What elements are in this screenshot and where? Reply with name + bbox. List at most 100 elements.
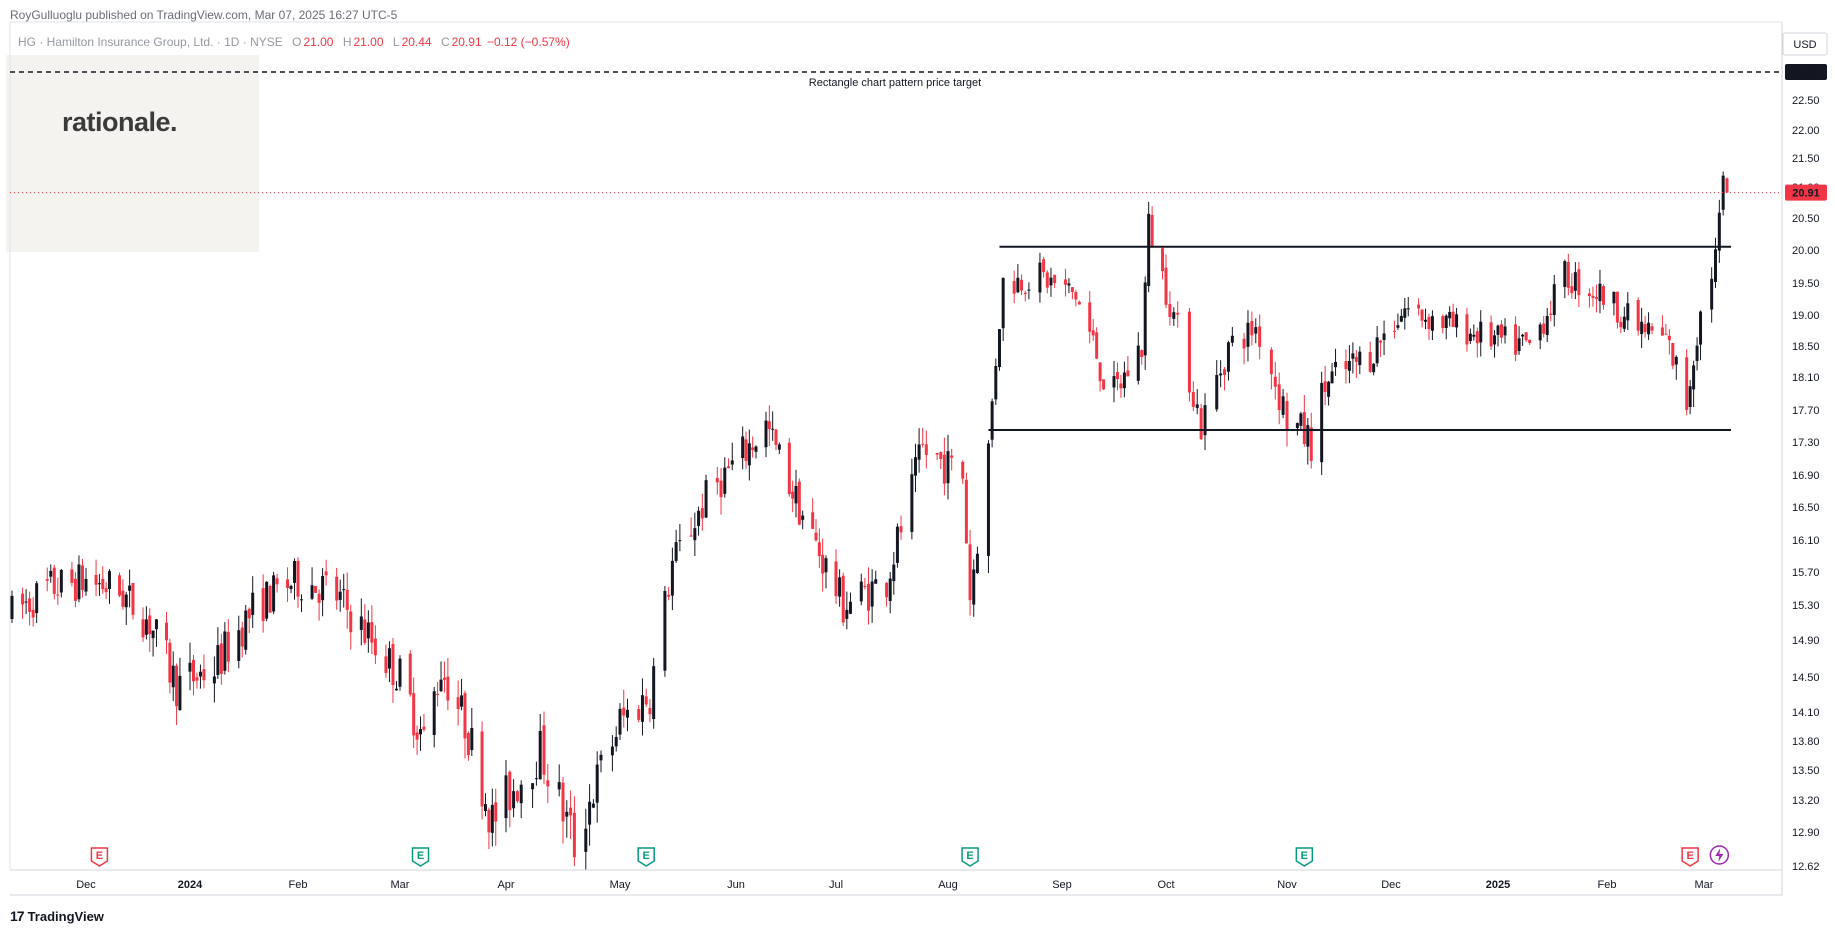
candle-body bbox=[1441, 316, 1445, 328]
time-tick-label: Dec bbox=[76, 879, 96, 891]
earnings-marker[interactable]: E bbox=[637, 847, 655, 867]
candle-body bbox=[834, 561, 838, 597]
candle-body bbox=[1140, 350, 1144, 358]
candle-body bbox=[751, 447, 755, 451]
candle-body bbox=[1053, 274, 1057, 284]
time-tick-label: 2025 bbox=[1486, 879, 1510, 891]
price-tick-label: 16.50 bbox=[1792, 502, 1820, 514]
candle-body bbox=[480, 731, 484, 807]
candle-body bbox=[538, 730, 542, 780]
currency-button[interactable]: USD bbox=[1782, 32, 1828, 56]
price-tick-label: 12.62 bbox=[1792, 861, 1820, 873]
candle-body bbox=[899, 526, 903, 533]
earnings-marker[interactable]: E bbox=[411, 847, 430, 867]
candle-body bbox=[363, 619, 367, 643]
candle-body bbox=[1088, 302, 1092, 332]
earnings-marker[interactable]: E bbox=[1681, 847, 1699, 867]
candle-body bbox=[21, 593, 25, 605]
candle-body bbox=[678, 540, 682, 542]
candle-body bbox=[148, 615, 152, 635]
candle-body bbox=[293, 561, 297, 583]
candle-body bbox=[964, 479, 968, 544]
candle-body bbox=[1503, 326, 1507, 336]
logo-panel: rationale. bbox=[6, 55, 259, 252]
candle-body bbox=[1626, 303, 1630, 321]
earnings-marker[interactable]: E bbox=[90, 847, 109, 867]
candle-body bbox=[741, 436, 745, 459]
candle-body bbox=[1001, 277, 1005, 329]
candle-body bbox=[1420, 309, 1424, 321]
candle-body bbox=[1695, 345, 1699, 361]
symbol-description[interactable]: HG · Hamilton Insurance Group, Ltd. · 1D… bbox=[18, 35, 283, 49]
time-axis[interactable]: Dec 2024 Feb Mar Apr May Jun Jul Aug Sep Oct Nov Dec… bbox=[76, 879, 1714, 891]
candle-body bbox=[546, 780, 550, 787]
candle-body bbox=[1615, 291, 1619, 323]
candle-body bbox=[345, 589, 349, 610]
candle-body bbox=[1685, 357, 1689, 410]
candle-body bbox=[719, 480, 723, 498]
candle-body bbox=[863, 585, 867, 588]
candle-body bbox=[723, 467, 727, 494]
price-tick-label: 18.10 bbox=[1792, 372, 1820, 384]
candle-body bbox=[1119, 383, 1123, 389]
candle-body bbox=[1351, 353, 1355, 359]
candle-body bbox=[508, 771, 512, 811]
candle-body bbox=[1424, 319, 1428, 322]
candle-body bbox=[1368, 352, 1372, 372]
candle-body bbox=[1521, 334, 1525, 337]
candle-body bbox=[867, 583, 871, 611]
earnings-marker[interactable]: E bbox=[1295, 847, 1314, 867]
candle-body bbox=[1493, 335, 1497, 345]
candle-body bbox=[124, 594, 128, 608]
earnings-marker[interactable]: E bbox=[961, 847, 979, 867]
dividend-marker[interactable] bbox=[1709, 845, 1730, 865]
candle-body bbox=[1650, 326, 1654, 331]
candle-body bbox=[1710, 278, 1714, 310]
candle-body bbox=[335, 576, 339, 601]
candle-body bbox=[961, 461, 965, 479]
price-tick-label: 20.00 bbox=[1792, 245, 1820, 257]
candle-body bbox=[1067, 283, 1071, 286]
earnings-badge-shape bbox=[961, 847, 979, 867]
candle-body bbox=[240, 627, 244, 647]
candle-body bbox=[848, 601, 852, 614]
candle-body bbox=[1721, 175, 1725, 210]
price-tick-label: 15.70 bbox=[1792, 567, 1820, 579]
candle-body bbox=[1038, 262, 1042, 293]
price-tick-label: 17.70 bbox=[1792, 405, 1820, 417]
candle-body bbox=[1375, 337, 1379, 364]
candle-body bbox=[490, 804, 494, 833]
candle-body bbox=[1126, 370, 1130, 377]
candle-body bbox=[52, 567, 56, 594]
price-tick-label: 19.00 bbox=[1792, 310, 1820, 322]
candle-body bbox=[595, 764, 599, 803]
candle-body bbox=[841, 575, 845, 623]
candle-body bbox=[625, 709, 629, 718]
candle-body bbox=[1725, 178, 1729, 193]
tradingview-footer[interactable]: 17 TradingView bbox=[10, 908, 104, 924]
candle-body bbox=[128, 585, 132, 591]
currency-label: USD bbox=[1793, 39, 1816, 51]
price-tick-label: 12.90 bbox=[1792, 827, 1820, 839]
time-tick-label: Mar bbox=[391, 879, 410, 891]
candle-body bbox=[1147, 213, 1151, 287]
time-tick-label: Sep bbox=[1052, 879, 1072, 891]
candle-body bbox=[534, 778, 538, 780]
candle-body bbox=[1016, 277, 1020, 293]
candle-body bbox=[1112, 376, 1116, 388]
candle-body bbox=[1475, 331, 1479, 344]
earnings-badge-shape bbox=[411, 847, 430, 867]
candle-body bbox=[1219, 373, 1223, 376]
candle-body bbox=[77, 564, 81, 600]
price-axis[interactable]: 12.62 12.90 13.20 13.50 13.80 14.10 14.50 14.90… bbox=[1785, 64, 1827, 873]
candle-body bbox=[1063, 279, 1067, 285]
candle-body bbox=[24, 601, 28, 603]
candle-body bbox=[697, 510, 701, 526]
candle-body bbox=[1115, 371, 1119, 380]
candle-body bbox=[359, 616, 363, 630]
symbol-legend: HG · Hamilton Insurance Group, Ltd. · 1D… bbox=[18, 35, 570, 49]
candle-body bbox=[483, 804, 487, 811]
time-tick-label: Jun bbox=[727, 879, 745, 891]
candle-body bbox=[811, 512, 815, 529]
